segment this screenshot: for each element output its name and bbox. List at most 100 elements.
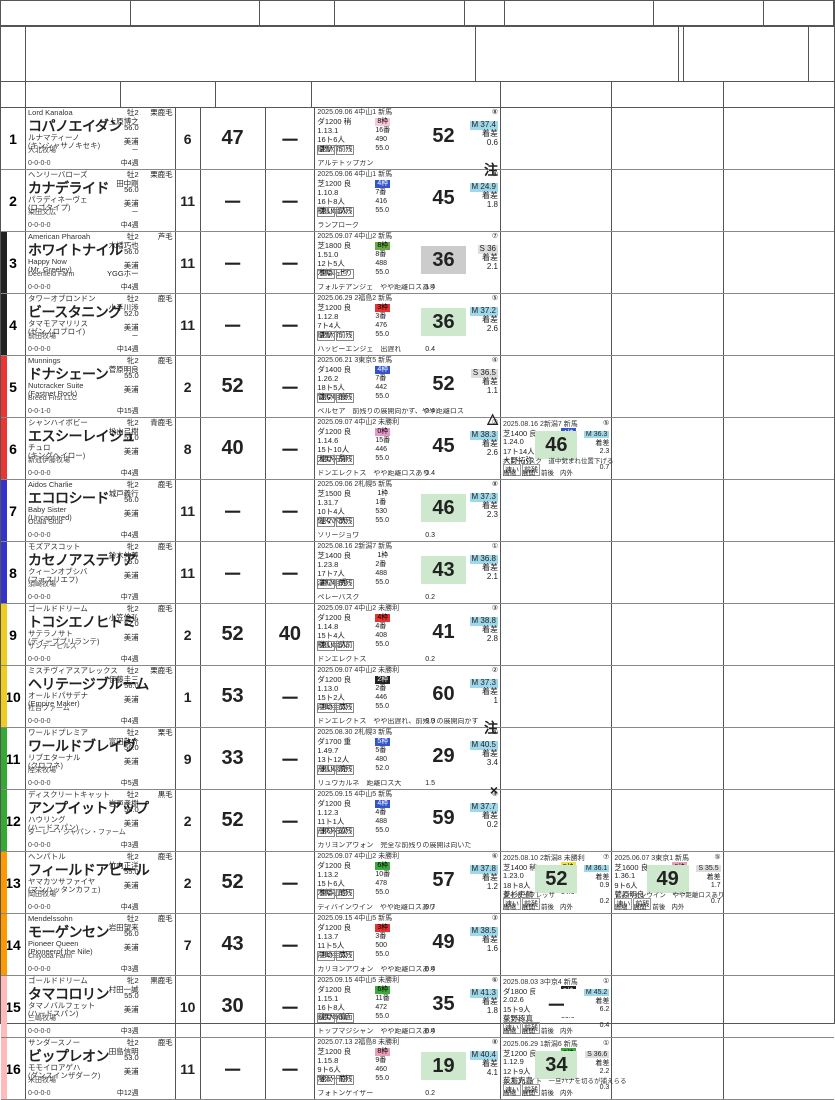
horse-row-5[interactable]: 5 Munnings 牝2 菅原明良 55.0 ドナシェーン 鹿毛 美浦 Nutc… (1, 356, 834, 418)
trainer-name-14: 美浦 (124, 944, 139, 953)
legend-labels (26, 27, 30, 41)
second-score-6: － (266, 418, 316, 479)
previous-race-score-4: 36 (421, 308, 466, 336)
weight-carried-1: 56.0 (124, 124, 139, 133)
past-race-box-2-6: 2025.08.16 2新潟7 新馬 ⑤ 芝1400 良 4枠 1.24.0 7… (501, 418, 612, 479)
coat-color-10: 栗鹿毛 (150, 667, 173, 676)
horse-row-2[interactable]: 2 ヘンリーバローズ 牡2 田中剛 56.0 カナデライド 栗鹿毛 美浦 パラディ… (1, 170, 834, 232)
coat-color-14: 鹿毛 (158, 915, 173, 924)
trainer-name-12: 美浦 (124, 820, 139, 829)
past-race-box-3-7 (612, 480, 723, 541)
horse-info-block-13[interactable]: ヘンパトル 牝2 竹内正洋 55.0 フィールドアピール 鹿毛 美浦 ヤマカツサフ… (26, 852, 176, 913)
horse-row-1[interactable]: 1 Lord Kanaloa 牡2 上原博之 56.0 コパノエイダン 栗鹿毛 美… (1, 108, 834, 170)
saiko-score-1: 47 (201, 108, 266, 169)
past-race-box-4-6 (724, 418, 834, 479)
horse-info-block-10[interactable]: ミスチヴィアスアレックス 牡2 伊藤圭三 56.0 ヘリテージブルーム 栗鹿毛 美… (26, 666, 176, 727)
past-race-box-3-13: 2025.06.07 3東京1 新馬 ⑤ 芝1600 良 8枠 1.36.1 1… (612, 852, 723, 913)
horse-row-16[interactable]: 16 サンダースノー 牡2 田島信明 53.0 ビップレオン 鹿毛 美浦 モモイロ… (1, 1038, 834, 1100)
saiko-score-6: 40 (201, 418, 266, 479)
horse-info-block-5[interactable]: Munnings 牝2 菅原明良 55.0 ドナシェーン 鹿毛 美浦 Nutcra… (26, 356, 176, 417)
past-race-box-2-15: 2025.08.03 3中京4 新馬 ① ダ1800 良 2枠 2.02.6 2… (501, 976, 612, 1037)
saiko-score-14: 43 (201, 914, 266, 975)
breeder-farm-13: 岡田牧場 (28, 891, 56, 899)
race-record-8: 0-0-0-0 (28, 594, 51, 602)
race-record-6: 0-0-0-0 (28, 470, 51, 478)
horse-name-5[interactable]: ドナシェーン (28, 366, 173, 382)
basic-info-cell-5: Munnings 牝2 菅原明良 55.0 ドナシェーン 鹿毛 美浦 Nutcra… (26, 356, 501, 417)
saiko-score-7: － (201, 480, 266, 541)
horse-info-block-11[interactable]: ワールドプレミア 牡2 富田敬介 56.0 ワールドブレイヴ 栗毛 美浦 リブエタ… (26, 728, 176, 789)
horse-row-4[interactable]: 4 タワーオブロンドン 牡2 小手川渉 52.0 ビースタニング 鹿毛 美浦 タマ… (1, 294, 834, 356)
horse-row-10[interactable]: 10 ミスチヴィアスアレックス 牡2 伊藤圭三 56.0 ヘリテージブルーム 栗鹿… (1, 666, 834, 728)
past-race-box-3-6 (612, 418, 723, 479)
horse-row-8[interactable]: 8 モズアスコット 牝2 鈴木伸尊 55.0 カセノアステリア 鹿毛 美浦 クィー… (1, 542, 834, 604)
prize-block (679, 27, 809, 81)
interval-weeks-2: 中4週 (121, 222, 139, 230)
horse-row-15[interactable]: 15 ゴールドドリーム 牝2 村田一誠 55.0 タマコロリン 黒鹿毛 美浦 タマ… (1, 976, 834, 1038)
weight-carried-16: 53.0 (124, 1054, 139, 1063)
past-race-box-4-4 (724, 294, 834, 355)
horse-name-12[interactable]: アンプイットアップ (28, 800, 173, 816)
horse-info-block-1[interactable]: Lord Kanaloa 牡2 上原博之 56.0 コパノエイダン 栗鹿毛 美浦 … (26, 108, 176, 169)
horse-name-11[interactable]: ワールドブレイヴ (28, 738, 173, 754)
weight-carried-2: 56.0 (124, 186, 139, 195)
second-score-9: 40 (266, 604, 316, 665)
horse-info-block-16[interactable]: サンダースノー 牡2 田島信明 53.0 ビップレオン 鹿毛 美浦 モモイロアゲハ… (26, 1038, 176, 1099)
basic-info-cell-16: サンダースノー 牡2 田島信明 53.0 ビップレオン 鹿毛 美浦 モモイロアゲハ… (26, 1038, 501, 1099)
junban-cell-7: 11 (176, 480, 201, 541)
past-race-box-2-16: 2025.06.29 1新潟6 新馬 ① 芝1200 良 6枠 1.12.9 8… (501, 1038, 612, 1099)
horse-name-14[interactable]: モーゲンセン (28, 924, 173, 940)
horse-row-6[interactable]: 6 シャンハイボビー 牝2 松山弓樹 55.0 エスシーレイジュ 青鹿毛 美浦 チ… (1, 418, 834, 480)
year-label (1, 1, 131, 25)
row-color-stripe-5 (1, 356, 7, 417)
basic-info-cell-1: Lord Kanaloa 牡2 上原博之 56.0 コパノエイダン 栗鹿毛 美浦 … (26, 108, 501, 169)
horse-name-13[interactable]: フィールドアピール (28, 862, 173, 878)
horse-name-15[interactable]: タマコロリン (28, 986, 173, 1002)
junban-cell-5: 2 (176, 356, 201, 417)
row-color-stripe-15 (1, 976, 7, 1037)
saiko-score-3: － (201, 232, 266, 293)
horse-name-10[interactable]: ヘリテージブルーム (28, 676, 173, 692)
horse-row-7[interactable]: 7 Aidos Charlie 牝2 城戸義行 56.0 エコロシード 鹿毛 美浦… (1, 480, 834, 542)
horse-info-block-9[interactable]: ゴールドドリーム 牝2 小笠倫弘 52.0 トコシエノヒトミ 鹿毛 美浦 サテラノ… (26, 604, 176, 665)
horse-name-6[interactable]: エスシーレイジュ (28, 428, 173, 444)
horse-name-4[interactable]: ビースタニング (28, 304, 173, 320)
horse-row-13[interactable]: 13 ヘンパトル 牝2 竹内正洋 55.0 フィールドアピール 鹿毛 美浦 ヤマカ… (1, 852, 834, 914)
horse-row-12[interactable]: 12 ディスクリートキャット 牡2 岩戸孝樹 56.0 アンプイットアップ 黒毛 … (1, 790, 834, 852)
horse-name-16[interactable]: ビップレオン (28, 1048, 173, 1064)
horse-info-block-2[interactable]: ヘンリーバローズ 牡2 田中剛 56.0 カナデライド 栗鹿毛 美浦 パラディネー… (26, 170, 176, 231)
horse-name-1[interactable]: コパノエイダン (28, 118, 173, 134)
horse-info-block-6[interactable]: シャンハイボビー 牝2 松山弓樹 55.0 エスシーレイジュ 青鹿毛 美浦 チュロ… (26, 418, 176, 479)
past-race-box-3-8 (612, 542, 723, 603)
horse-row-3[interactable]: 3 American Pharoah 牡2 木幡巧也 56.0 ホワイトナイル 芦… (1, 232, 834, 294)
previous-race-box-10: 2025.09.07 4中山2 未勝利 ② ダ1200 良 2枠 1.13.0 … (315, 666, 500, 727)
col-maesou (312, 82, 500, 107)
previous-race-box-8: 2025.08.16 2新潟7 新馬 ① 芝1400 良 1枠 1.23.8 2… (315, 542, 500, 603)
horse-info-block-14[interactable]: Mendelssohn 牡2 岩田望来 56.0 モーゲンセン 鹿毛 美浦 Pio… (26, 914, 176, 975)
past-race-box-3-14 (612, 914, 723, 975)
horse-row-9[interactable]: 9 ゴールドドリーム 牝2 小笠倫弘 52.0 トコシエノヒトミ 鹿毛 美浦 サテ… (1, 604, 834, 666)
horse-name-9[interactable]: トコシエノヒトミ (28, 614, 173, 630)
race-record-10: 0-0-0-0 (28, 718, 51, 726)
horse-info-block-7[interactable]: Aidos Charlie 牝2 城戸義行 56.0 エコロシード 鹿毛 美浦 B… (26, 480, 176, 541)
basic-info-cell-13: ヘンパトル 牝2 竹内正洋 55.0 フィールドアピール 鹿毛 美浦 ヤマカツサフ… (26, 852, 501, 913)
horse-name-3[interactable]: ホワイトナイル (28, 242, 173, 258)
row-color-stripe-6 (1, 418, 7, 479)
horse-name-7[interactable]: エコロシード (28, 490, 173, 506)
horse-info-block-3[interactable]: American Pharoah 牡2 木幡巧也 56.0 ホワイトナイル 芦毛 … (26, 232, 176, 293)
col-saiko (121, 82, 216, 107)
horse-name-2[interactable]: カナデライド (28, 180, 173, 196)
saiko-score-10: 53 (201, 666, 266, 727)
horse-name-8[interactable]: カセノアステリア (28, 552, 173, 568)
past-race-box-3-12 (612, 790, 723, 851)
coat-color-5: 鹿毛 (158, 357, 173, 366)
race-number-label (465, 1, 505, 25)
horse-row-11[interactable]: 11 ワールドプレミア 牡2 富田敬介 56.0 ワールドブレイヴ 栗毛 美浦 リ… (1, 728, 834, 790)
horse-row-14[interactable]: 14 Mendelssohn 牡2 岩田望来 56.0 モーゲンセン 鹿毛 美浦 … (1, 914, 834, 976)
previous-race-box-16: 2025.07.13 2福島8 未勝利 ⑧ 芝1200 良 8枠 1.15.8 … (315, 1038, 500, 1099)
horse-info-block-12[interactable]: ディスクリートキャット 牡2 岩戸孝樹 56.0 アンプイットアップ 黒毛 美浦 … (26, 790, 176, 851)
weight-carried-12: 56.0 (124, 806, 139, 815)
horse-info-block-4[interactable]: タワーオブロンドン 牡2 小手川渉 52.0 ビースタニング 鹿毛 美浦 タマモア… (26, 294, 176, 355)
horse-info-block-8[interactable]: モズアスコット 牝2 鈴木伸尊 55.0 カセノアステリア 鹿毛 美浦 クィーンオ… (26, 542, 176, 603)
horse-info-block-15[interactable]: ゴールドドリーム 牝2 村田一誠 55.0 タマコロリン 黒鹿毛 美浦 タマノバル… (26, 976, 176, 1037)
